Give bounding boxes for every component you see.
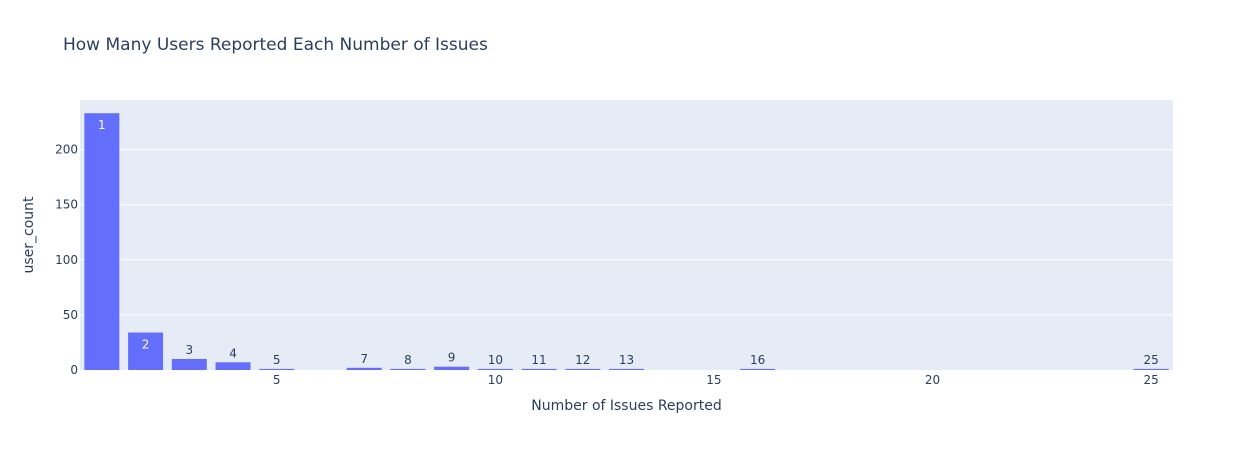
x-tick-label: 10: [488, 373, 503, 387]
data-label: 7: [360, 352, 368, 366]
data-label: 11: [531, 353, 546, 367]
y-tick-label: 50: [63, 308, 78, 322]
y-tick-label: 150: [55, 198, 78, 212]
data-label: 13: [619, 353, 634, 367]
bar: [346, 367, 382, 370]
chart-title: How Many Users Reported Each Number of I…: [63, 35, 488, 55]
y-tick-label: 100: [55, 253, 78, 267]
x-tick-label: 25: [1143, 373, 1158, 387]
plot-area: [80, 100, 1173, 370]
x-tick-label: 5: [273, 373, 281, 387]
y-tick-label: 0: [70, 363, 78, 377]
x-axis-label: Number of Issues Reported: [531, 398, 722, 414]
data-label: 8: [404, 353, 412, 367]
bar: [259, 368, 295, 370]
data-label: 4: [229, 346, 237, 360]
bar: [1133, 368, 1169, 370]
data-label: 12: [575, 353, 590, 367]
data-label: 25: [1143, 353, 1158, 367]
data-label: 10: [488, 353, 503, 367]
bar: [128, 332, 164, 370]
x-tick-labels: 5 10 15 20 25: [273, 373, 1159, 387]
gridlines: [80, 149, 1173, 316]
bar: [477, 368, 513, 370]
bar: [84, 113, 120, 370]
data-label: 3: [185, 343, 193, 357]
data-label: 16: [750, 353, 765, 367]
x-tick-label: 20: [925, 373, 940, 387]
bar: [565, 368, 601, 370]
data-label: 9: [448, 351, 456, 365]
bar: [434, 366, 470, 370]
data-labels: 12 3 4 5 7 8 9 10 11 12 13 16 25: [98, 118, 1159, 367]
data-label: 5: [273, 353, 281, 367]
y-axis-label: user_count: [21, 196, 37, 274]
bar: [521, 368, 557, 370]
bar: [390, 368, 426, 370]
bar: [740, 368, 776, 370]
bar: [171, 358, 207, 370]
y-tick-label: 200: [55, 143, 78, 157]
bars: [84, 113, 1169, 370]
y-tick-labels: 0 50 100 150 200: [55, 143, 78, 377]
x-tick-label: 15: [706, 373, 721, 387]
bar: [215, 362, 251, 370]
bar: [609, 368, 644, 370]
data-label: 2: [142, 338, 150, 352]
data-label: 1: [98, 118, 106, 132]
